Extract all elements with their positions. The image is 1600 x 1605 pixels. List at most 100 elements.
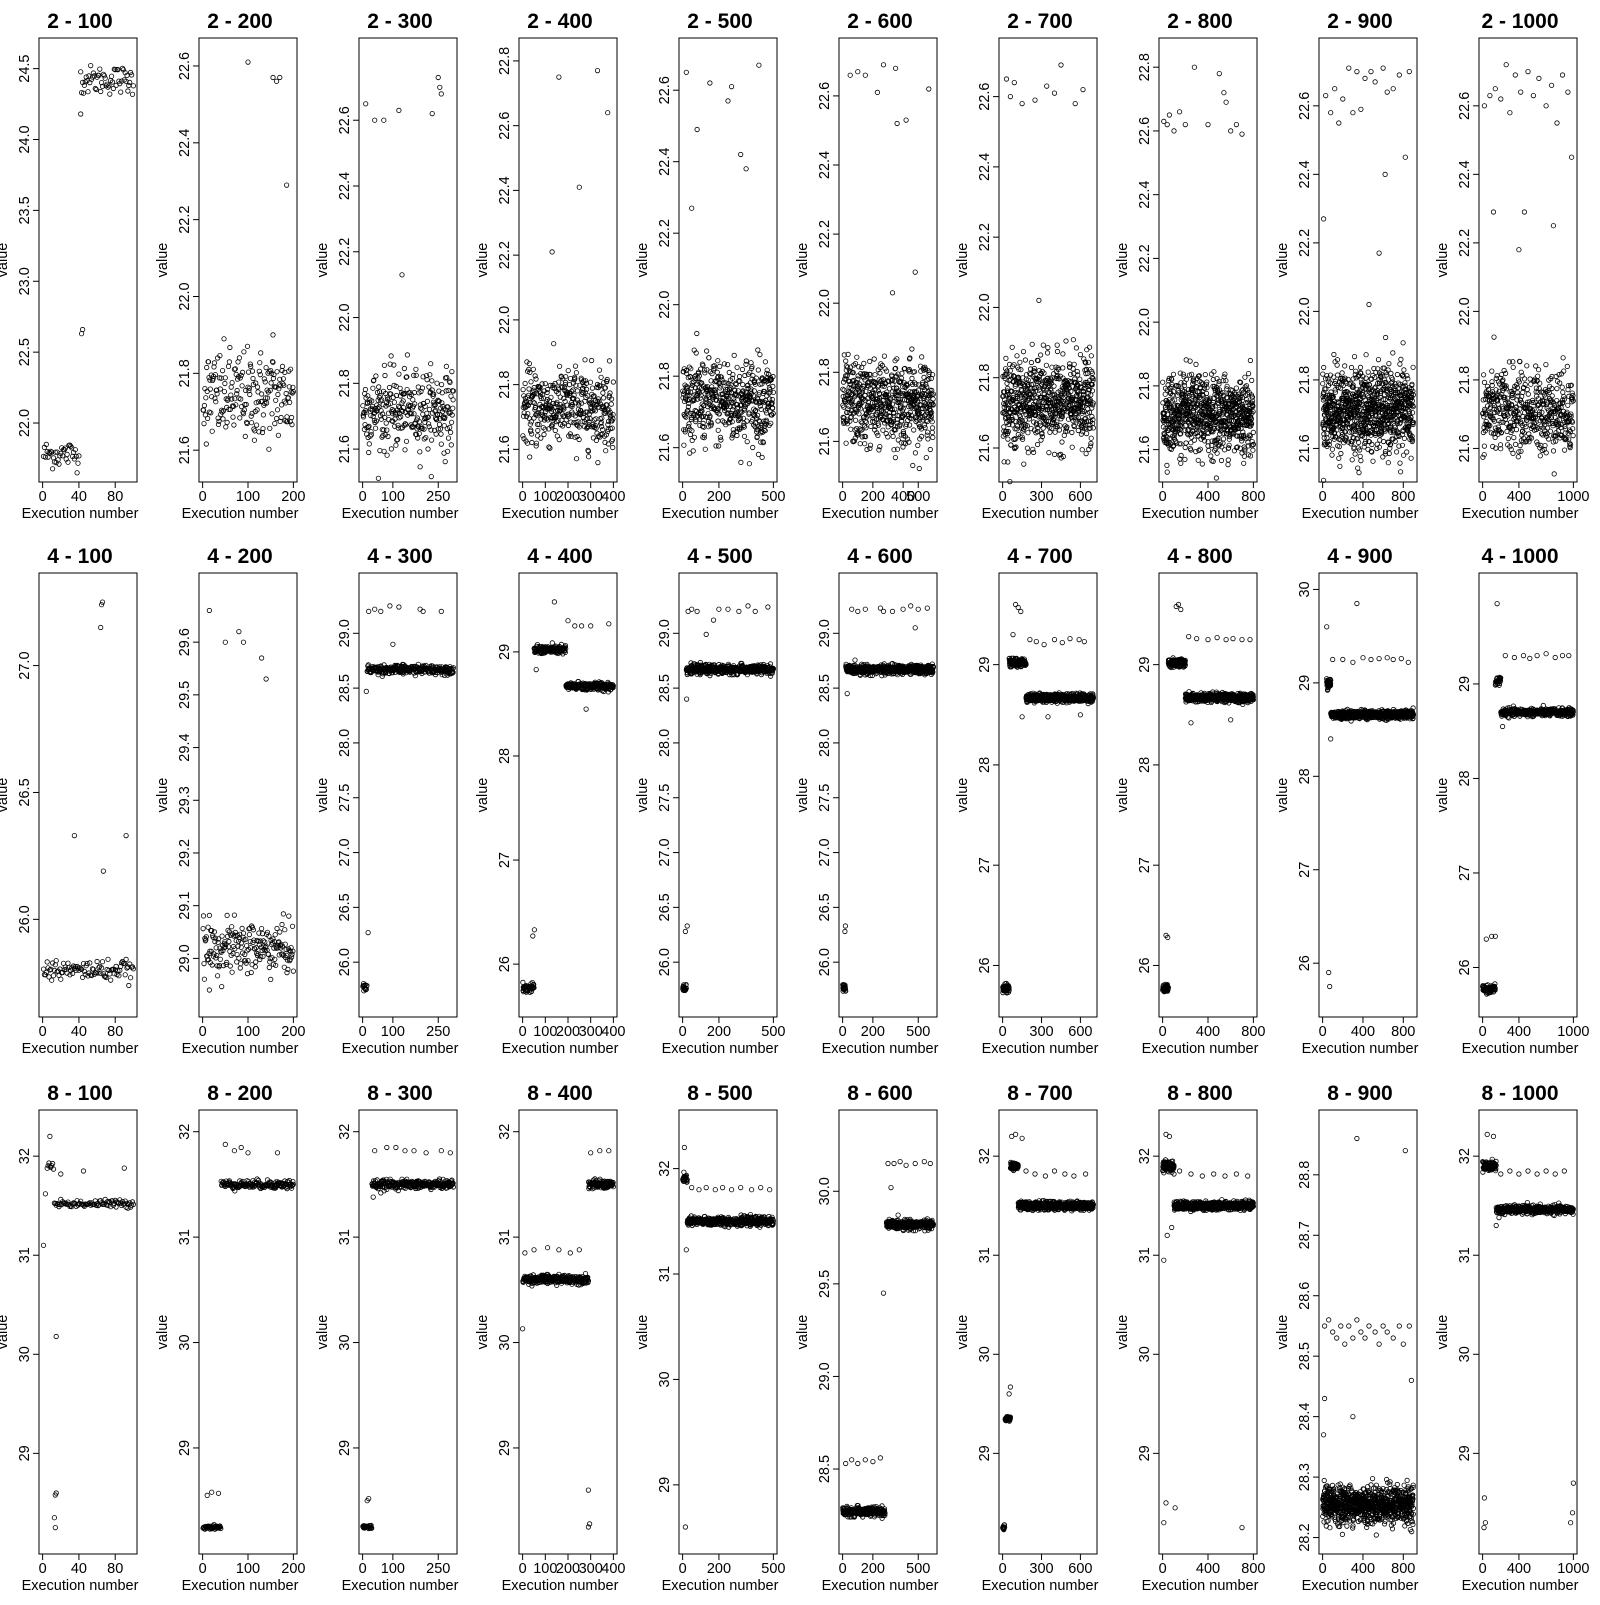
data-point <box>916 443 920 447</box>
data-point <box>1173 398 1177 402</box>
data-point <box>1227 443 1231 447</box>
data-point <box>1351 377 1355 381</box>
y-tick-label: 22.4 <box>337 172 353 200</box>
data-point <box>1192 438 1196 442</box>
y-tick-label: 22.6 <box>977 82 993 110</box>
data-point <box>868 359 872 363</box>
data-point <box>1402 368 1406 372</box>
data-point <box>89 63 93 67</box>
data-point <box>1390 377 1394 381</box>
data-point <box>552 342 556 346</box>
data-point <box>864 420 868 424</box>
data-point <box>927 87 931 91</box>
y-tick-label: 22.0 <box>17 409 33 437</box>
y-axis-label: value <box>0 243 11 278</box>
data-point <box>238 416 242 420</box>
data-point <box>1089 441 1093 445</box>
data-point <box>890 291 894 295</box>
x-tick-label: 0 <box>679 489 687 505</box>
data-point <box>557 437 561 441</box>
data-point <box>842 388 846 392</box>
x-tick-label: 0 <box>1159 489 1167 505</box>
data-point <box>1383 172 1387 176</box>
data-point <box>856 70 860 74</box>
y-tick-label: 22.4 <box>1297 160 1313 188</box>
data-point <box>904 118 908 122</box>
data-point <box>1006 437 1010 441</box>
data-point <box>439 382 443 386</box>
y-tick-label: 21.6 <box>817 427 833 455</box>
data-point <box>271 75 275 79</box>
data-point <box>1492 335 1496 339</box>
data-point <box>1356 466 1360 470</box>
data-point <box>274 79 278 83</box>
data-point <box>611 380 615 384</box>
y-tick-label: 22.2 <box>1457 229 1473 257</box>
data-point <box>249 421 253 425</box>
data-point <box>1214 476 1218 480</box>
data-point <box>760 455 764 459</box>
data-point <box>1055 343 1059 347</box>
data-point <box>1022 462 1026 466</box>
data-point <box>249 414 253 418</box>
data-point <box>240 384 244 388</box>
data-point <box>1359 107 1363 111</box>
y-axis-label: value <box>1275 243 1291 278</box>
data-point <box>205 365 209 369</box>
data-point <box>245 344 249 348</box>
data-point <box>402 366 406 370</box>
data-point <box>232 423 236 427</box>
y-tick-label: 22.2 <box>337 238 353 266</box>
data-point <box>606 111 610 115</box>
x-tick-label: 1000 <box>1557 489 1589 505</box>
y-tick-label: 22.4 <box>177 129 193 157</box>
data-point <box>930 420 934 424</box>
data-point <box>557 364 561 368</box>
points <box>201 60 296 452</box>
data-point <box>848 73 852 77</box>
data-point <box>930 430 934 434</box>
y-tick-label: 22.0 <box>1297 297 1313 325</box>
data-point <box>609 402 613 406</box>
data-point <box>203 386 207 390</box>
data-point <box>1215 451 1219 455</box>
x-tick-label: 200 <box>861 489 885 505</box>
data-point <box>429 474 433 478</box>
data-point <box>865 447 869 451</box>
y-tick-label: 22.6 <box>657 76 673 104</box>
y-tick-label: 21.8 <box>977 364 993 392</box>
data-point <box>1339 451 1343 455</box>
x-tick-label: 400 <box>1351 489 1375 505</box>
y-tick-label: 22.0 <box>497 306 513 334</box>
data-point <box>1223 372 1227 376</box>
x-tick-label: 0 <box>999 489 1007 505</box>
data-point <box>79 112 83 116</box>
data-point <box>695 331 699 335</box>
data-point <box>751 445 755 449</box>
y-tick-label: 21.8 <box>497 371 513 399</box>
data-point <box>1341 97 1345 101</box>
data-point <box>1350 458 1354 462</box>
y-tick-label: 22.2 <box>977 223 993 251</box>
data-point <box>1224 100 1228 104</box>
x-tick-label: 200 <box>281 489 305 505</box>
y-axis-label: value <box>1115 243 1131 278</box>
data-point <box>437 422 441 426</box>
data-point <box>271 333 275 337</box>
data-point <box>920 355 924 359</box>
y-tick-label: 22.2 <box>657 219 673 247</box>
data-point <box>202 421 206 425</box>
data-point <box>205 416 209 420</box>
data-point <box>873 373 877 377</box>
data-point <box>373 426 377 430</box>
data-point <box>443 459 447 463</box>
data-point <box>611 445 615 449</box>
data-point <box>1059 63 1063 67</box>
x-axis-label: Execution number <box>1142 506 1259 522</box>
data-point <box>548 446 552 450</box>
y-tick-label: 22.0 <box>977 293 993 321</box>
data-point <box>254 423 258 427</box>
data-point <box>1381 66 1385 70</box>
